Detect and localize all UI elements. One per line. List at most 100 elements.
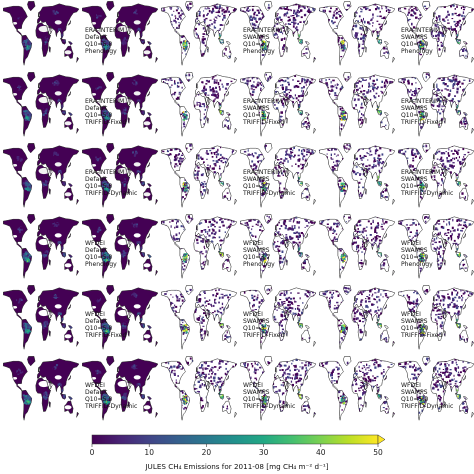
emission-cell [287,81,290,84]
emission-cell [414,90,417,93]
emission-cell [452,101,455,103]
emission-cell [229,16,232,20]
emission-cell [310,120,312,123]
emission-cell [234,103,237,106]
emission-cell [190,112,193,114]
emission-cell [215,44,218,48]
emission-cell [340,101,343,105]
emission-cell [453,108,456,112]
emission-cell [318,7,320,8]
emission-cell [342,97,345,100]
emission-cell [275,99,278,102]
emission-cell [275,107,279,110]
emission-cell [341,110,344,112]
emission-cell [398,29,400,31]
emission-cell [342,118,345,120]
emission-cell [41,182,44,185]
emission-cell [329,103,332,106]
emission-cell [354,54,357,57]
emission-cell [451,18,454,20]
emission-cell [260,87,262,90]
emission-cell [232,42,235,46]
emission-cell [277,3,281,6]
emission-cell [228,113,231,117]
emission-cell [465,49,468,51]
emission-cell [301,35,303,38]
emission-cell [317,50,319,51]
emission-cell [396,107,398,109]
emission-cell [269,86,272,88]
emission-cell [254,25,257,27]
emission-cell [264,116,266,119]
emission-cell [376,31,378,34]
emission-cell [319,98,321,101]
emission-cell [198,102,201,103]
emission-cell [305,126,308,129]
emission-cell [295,53,298,55]
emission-cell [459,102,461,104]
emission-cell [213,18,215,20]
emission-cell [246,18,248,20]
emission-cell [279,31,283,33]
emission-cell [443,96,446,98]
emission-cell [294,43,297,46]
emission-cell [400,81,403,84]
emission-cell [440,44,443,47]
emission-cell [192,44,195,48]
emission-cell [285,87,287,90]
emission-cell [188,9,191,12]
emission-cell [246,93,249,95]
emission-cell [237,54,239,56]
emission-cell [435,94,438,97]
emission-cell [163,96,166,99]
emission-cell [280,111,283,114]
emission-cell [305,84,307,86]
emission-cell [332,35,335,38]
emission-cell [356,32,359,34]
emission-cell [439,31,443,35]
emission-cell [442,127,444,131]
emission-cell [465,98,468,100]
emission-cell [317,54,319,56]
emission-cell [344,16,347,19]
emission-cell [158,107,160,108]
emission-cell [181,86,183,89]
emission-cell [249,79,252,82]
emission-cell [45,181,48,183]
emission-cell [427,22,429,25]
emission-cell [407,81,410,84]
emission-cell [161,22,163,24]
emission-cell [281,86,284,89]
emission-cell [348,28,350,30]
emission-cell [214,16,218,18]
emission-cell [230,118,232,121]
emission-cell [438,103,441,106]
emission-cell [380,35,383,38]
emission-cell [184,117,186,119]
emission-cell [177,104,180,107]
emission-cell [222,8,225,11]
emission-cell [470,87,472,90]
emission-cell [388,128,391,130]
emission-cell [252,16,255,18]
emission-cell [219,5,221,8]
emission-cell [215,95,217,98]
emission-cell [286,125,289,128]
emission-cell [431,75,434,77]
emission-cell [45,36,48,39]
emission-cell [271,19,274,21]
land-base [3,1,79,66]
emission-cell [379,26,381,29]
emission-cell [383,99,386,102]
emission-cell [149,42,151,45]
emission-cell [216,122,218,125]
emission-cell [432,35,435,37]
emission-cell [218,102,220,105]
emission-cell [435,19,437,22]
emission-cell [211,119,214,122]
emission-cell [106,117,109,120]
emission-cell [471,110,473,112]
emission-cell [363,90,366,92]
emission-cell [421,44,424,47]
emission-cell [436,105,438,107]
